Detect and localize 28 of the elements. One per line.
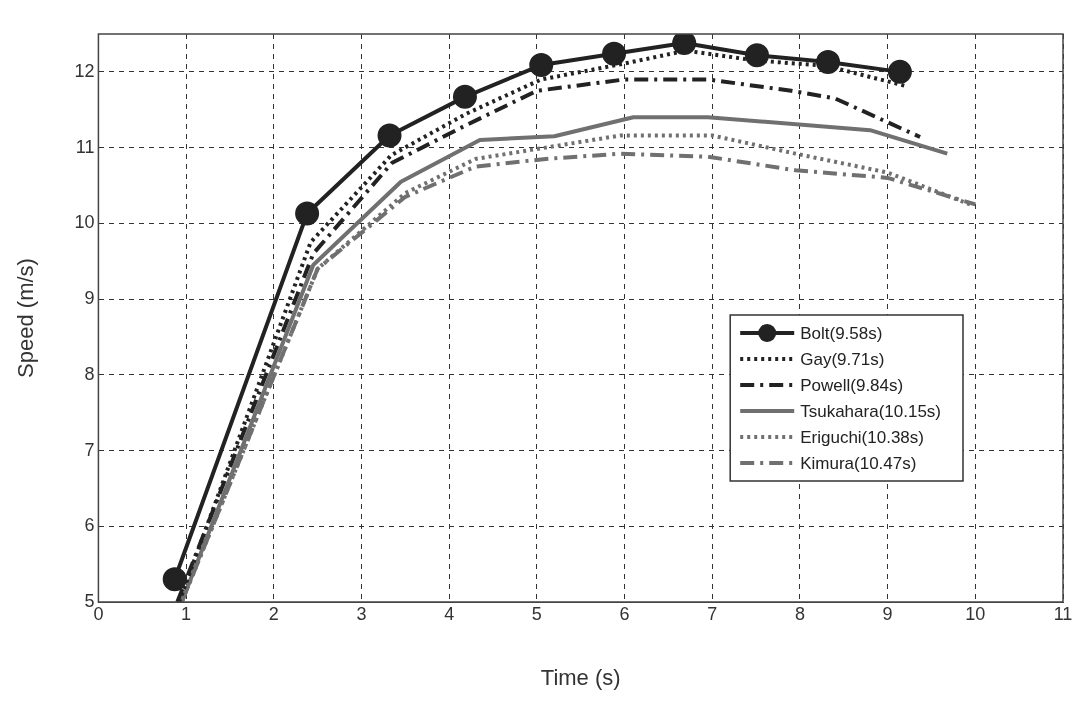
x-tick-label: 0 — [93, 603, 104, 624]
y-tick-label: 9 — [84, 288, 95, 309]
x-tick-label: 5 — [531, 603, 542, 624]
x-tick-label: 10 — [965, 603, 986, 624]
legend-label: Bolt(9.58s) — [800, 323, 883, 343]
x-tick-label: 6 — [619, 603, 630, 624]
x-tick-label: 8 — [794, 603, 805, 624]
x-tick-label: 11 — [1053, 603, 1073, 624]
x-tick-label: 3 — [356, 603, 367, 624]
legend-label: Tsukahara(10.15s) — [800, 401, 942, 421]
x-tick-label: 9 — [882, 603, 893, 624]
x-tick-label: 2 — [268, 603, 279, 624]
y-tick-label: 5 — [84, 590, 95, 611]
y-axis-title: Speed (m/s) — [13, 258, 39, 378]
x-tick-label: 7 — [707, 603, 718, 624]
legend-label: Eriguchi(10.38s) — [800, 427, 924, 447]
x-tick-label: 1 — [181, 603, 192, 624]
x-axis-title: Time (s) — [540, 664, 621, 690]
x-tick-label: 4 — [444, 603, 455, 624]
y-tick-label: 8 — [84, 363, 95, 384]
y-tick-label: 7 — [84, 439, 95, 460]
legend-label: Kimura(10.47s) — [800, 453, 917, 473]
y-tick-label: 12 — [74, 60, 95, 81]
legend-label: Gay(9.71s) — [800, 349, 885, 369]
y-tick-label: 10 — [74, 212, 95, 233]
legend-label: Powell(9.84s) — [800, 375, 904, 395]
y-tick-label: 11 — [75, 136, 95, 157]
y-tick-label: 6 — [84, 515, 95, 536]
